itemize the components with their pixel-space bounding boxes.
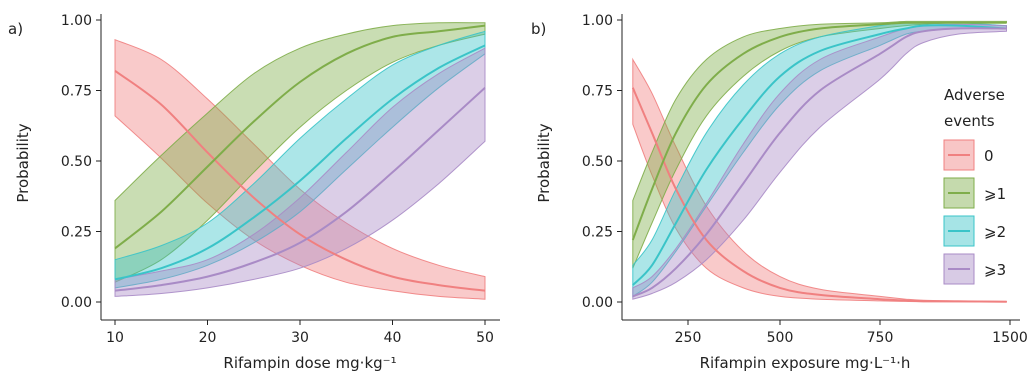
x-tick-label-b-1: 500 [767, 330, 794, 346]
y-tick-label-b-1: 0.25 [582, 225, 613, 241]
x-tick-label-b-3: 1500 [992, 330, 1028, 346]
y-tick-label-a-4: 1.00 [61, 13, 92, 29]
line-b-2 [632, 24, 1007, 286]
panel-b-y-axis-label: Probability [535, 123, 553, 202]
panel-b-axes: 0.00 0.25 0.50 0.75 1.00 250 500 750 1500 [582, 13, 1028, 346]
panel-a-dose-chart: a) Probability Rifampin dose mg·kg⁻¹ 0.0… [8, 13, 500, 372]
x-tick-label-a-2: 30 [291, 330, 309, 346]
line-b-0 [631, 87, 1007, 303]
line-b-3 [632, 27, 1007, 298]
legend-label-2: ⩾2 [984, 223, 1006, 241]
panel-a-confidence-bands [114, 22, 486, 300]
band-a-2 [114, 30, 486, 289]
y-tick-label-a-1: 0.25 [61, 225, 92, 241]
x-tick-label-a-3: 40 [384, 330, 402, 346]
y-tick-label-b-0: 0.00 [582, 295, 613, 311]
y-tick-label-a-0: 0.00 [61, 295, 92, 311]
panel-b-x-axis-label: Rifampin exposure mg·L⁻¹·h [700, 354, 911, 372]
line-a-0 [114, 69, 486, 292]
legend-title-line-1: Adverse [944, 86, 1005, 104]
panel-a-x-axis-label: Rifampin dose mg·kg⁻¹ [223, 354, 396, 372]
y-tick-label-a-2: 0.50 [61, 154, 92, 170]
line-a-3 [114, 86, 486, 292]
panel-b-tag: b) [531, 20, 546, 38]
line-b-1 [631, 21, 1007, 241]
y-tick-label-b-4: 1.00 [582, 13, 613, 29]
legend-keys: 0 ⩾1 ⩾2 ⩾3 [943, 139, 1006, 285]
x-tick-label-b-2: 750 [867, 330, 894, 346]
y-tick-label-a-3: 0.75 [61, 84, 92, 100]
legend-title-line-2: events [944, 112, 995, 130]
panel-b-exposure-chart: b) Probability Rifampin exposure mg·L⁻¹·… [531, 13, 1028, 372]
y-tick-label-b-3: 0.75 [582, 84, 613, 100]
x-tick-label-a-1: 20 [199, 330, 217, 346]
x-tick-label-a-4: 50 [476, 330, 494, 346]
band-a-3 [114, 47, 486, 297]
y-tick-label-b-2: 0.50 [582, 154, 613, 170]
x-tick-label-b-0: 250 [675, 330, 702, 346]
panel-a-tag: a) [8, 20, 23, 38]
legend: Adverse events 0 ⩾1 ⩾2 ⩾3 [943, 86, 1006, 285]
panel-b-series-lines [631, 21, 1007, 303]
x-tick-label-a-0: 10 [106, 330, 124, 346]
band-a-0 [114, 38, 486, 300]
line-a-1 [114, 24, 486, 250]
panel-a-y-axis-label: Probability [14, 123, 32, 202]
panel-a-series-lines [114, 24, 486, 292]
line-a-2 [114, 44, 486, 281]
legend-label-0: 0 [984, 147, 994, 165]
legend-label-3: ⩾3 [984, 261, 1006, 279]
legend-label-1: ⩾1 [984, 185, 1006, 203]
panel-a-axes: 0.00 0.25 0.50 0.75 1.00 10 20 30 40 50 [61, 13, 500, 346]
